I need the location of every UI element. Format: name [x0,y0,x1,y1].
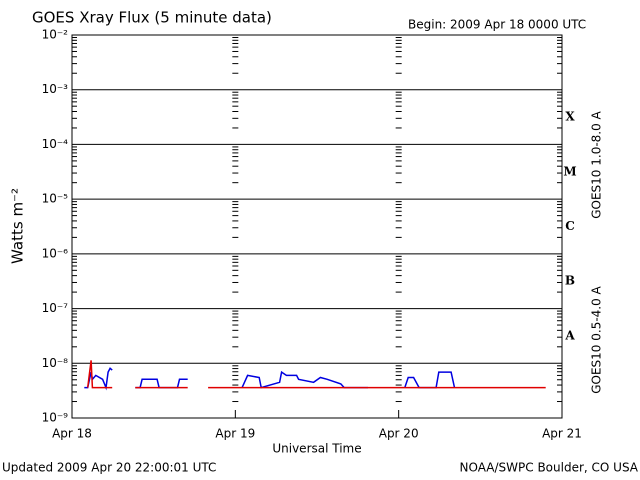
x-tick-label: Apr 21 [542,427,582,441]
x-tick-label: Apr 20 [379,427,419,441]
flare-class-label: B [565,274,575,288]
y-tick-label: 10⁻² [42,28,69,42]
footer-right: NOAA/SWPC Boulder, CO USA [460,461,639,475]
flare-class-label: X [565,110,575,124]
chart-subtitle: Begin: 2009 Apr 18 0000 UTC [408,18,586,32]
x-tick-label: Apr 19 [215,427,255,441]
flare-class-label: M [563,164,576,178]
y-tick-label: 10⁻⁷ [42,301,69,315]
y-tick-label: 10⁻³ [42,82,69,96]
y-tick-label: 10⁻⁶ [42,246,69,260]
y-tick-label: 10⁻⁵ [42,192,69,206]
flare-class-label: C [565,219,575,233]
y-tick-label: 10⁻⁹ [42,411,69,425]
footer-left: Updated 2009 Apr 20 22:00:01 UTC [2,461,216,475]
x-tick-label: Apr 18 [52,427,92,441]
y-tick-label: 10⁻⁸ [42,356,69,370]
x-axis-label: Universal Time [272,442,361,456]
y-tick-label: 10⁻⁴ [42,137,69,151]
chart-title: GOES Xray Flux (5 minute data) [32,9,272,27]
series-line [84,367,456,391]
y-axis-label: Watts m⁻² [9,188,27,264]
legend-entry: GOES10 1.0-8.0 A [590,110,604,218]
series-line [86,360,546,389]
legend-entry: GOES10 0.5-4.0 A [590,285,604,393]
plot-frame [71,34,563,419]
flare-class-label: A [564,328,575,342]
